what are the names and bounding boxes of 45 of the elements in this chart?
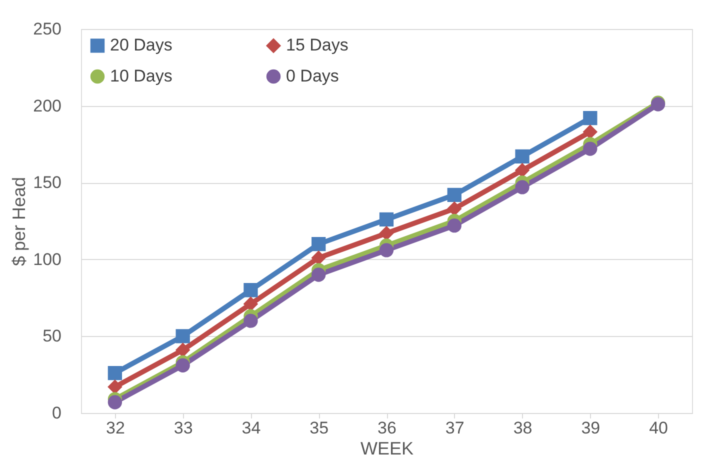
- x-tick-label: 37: [445, 418, 464, 438]
- x-tick-label: 33: [174, 418, 193, 438]
- point: [515, 180, 530, 194]
- y-tick-label: 250: [33, 20, 62, 38]
- x-tick-label: 32: [106, 418, 125, 438]
- legend-label: 15 Days: [286, 36, 348, 55]
- point: [583, 142, 598, 156]
- legend-label: 10 Days: [110, 66, 172, 86]
- x-tick-label: 38: [513, 418, 532, 438]
- x-axis-title: WEEK: [360, 438, 414, 458]
- point: [176, 342, 190, 358]
- y-tick-label: 0: [52, 404, 62, 422]
- point: [379, 226, 394, 240]
- x-tick-label: 35: [310, 418, 329, 438]
- point: [108, 395, 122, 410]
- legend-label: 20 Days: [110, 36, 172, 55]
- point: [176, 358, 190, 372]
- x-tick-label: 40: [649, 418, 668, 438]
- point: [312, 250, 326, 265]
- point: [312, 268, 326, 282]
- y-tick-label: 150: [33, 173, 62, 192]
- x-tick-label: 34: [242, 418, 261, 438]
- point: [515, 149, 530, 164]
- point: [379, 212, 394, 227]
- x-tick-label: 36: [378, 418, 396, 438]
- point: [583, 124, 598, 139]
- point: [176, 329, 190, 344]
- point: [108, 366, 122, 380]
- point: [312, 236, 326, 252]
- y-tick-label: 100: [33, 250, 62, 269]
- point: [244, 314, 258, 328]
- point: [108, 380, 122, 394]
- point: [583, 111, 598, 126]
- y-axis-title: $ per Head: [9, 176, 30, 266]
- point: [515, 163, 530, 178]
- point: [447, 218, 462, 233]
- y-tick-label: 200: [33, 96, 62, 116]
- point: [447, 202, 462, 216]
- x-tick-label: 39: [581, 418, 600, 438]
- y-tick-label: 50: [42, 326, 62, 346]
- point: [379, 243, 394, 258]
- point: [447, 188, 462, 202]
- legend-label: 0 Days: [286, 66, 339, 86]
- point: [244, 296, 258, 312]
- point: [244, 283, 258, 298]
